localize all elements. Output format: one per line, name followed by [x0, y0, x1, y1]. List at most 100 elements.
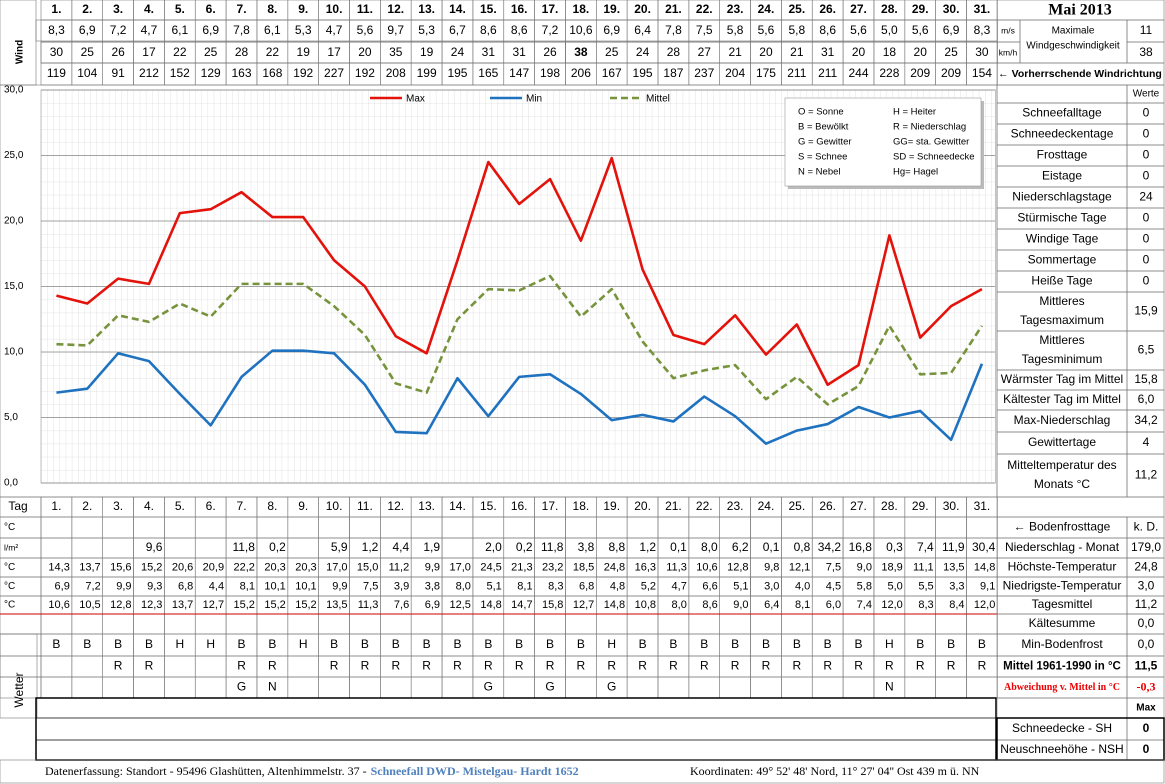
wind-ms: 7,8: [233, 23, 250, 37]
day-number: 31.: [974, 499, 991, 513]
precipitation: 3,8: [578, 540, 595, 554]
wind-kmh: 27: [698, 45, 712, 59]
day-number: 3.: [113, 499, 123, 513]
footer-source: Datenerfassung: Standort - 95496 Glashüt…: [45, 764, 367, 778]
day-number: 29.: [912, 499, 929, 513]
temperature-cell: 7,5: [826, 561, 841, 573]
day-number: 11.: [357, 499, 373, 513]
temperature-cell: 8,3: [548, 580, 563, 592]
wind-kmh: 38: [574, 45, 588, 59]
day-number: 10.: [326, 2, 343, 16]
temperature-cell: 6,4: [764, 599, 779, 611]
weather-code: R: [731, 659, 740, 673]
temperature-cell: 5,0: [888, 580, 903, 592]
summary-label: Mittel 1961-1990 in °C: [1003, 661, 1121, 673]
temperature-cell: 10,1: [295, 580, 316, 592]
unit-label: °C: [4, 581, 15, 592]
wind-ms: 5,6: [357, 23, 374, 37]
stats-label: Heiße Tage: [1031, 274, 1092, 288]
day-number: 3.: [113, 2, 123, 16]
temperature-cell: 6,0: [826, 599, 841, 611]
y-tick-label: 10,0: [4, 347, 24, 358]
weather-code: G: [545, 680, 554, 694]
day-number: 17.: [542, 499, 559, 513]
stats-label: Max-Niederschlag: [1014, 413, 1111, 427]
weather-code: H: [206, 637, 215, 651]
temperature-cell: 17,0: [449, 561, 470, 573]
day-number: 6.: [206, 499, 216, 513]
stats-label: Tagesmaximum: [1020, 313, 1104, 327]
stats-value: 0: [1143, 274, 1150, 288]
temperature-cell: 18,9: [881, 561, 902, 573]
wind-direction: 244: [849, 66, 869, 80]
weather-code: R: [947, 659, 956, 673]
symbol-legend-entry: Hg= Hagel: [893, 167, 938, 178]
wind-kmh: 26: [111, 45, 125, 59]
wind-ms: 5,6: [850, 23, 867, 37]
wind-kmh: 31: [821, 45, 835, 59]
day-number: 21.: [665, 2, 682, 16]
day-number: 13.: [418, 2, 435, 16]
stats-value: 4: [1143, 435, 1150, 449]
weather-code: R: [700, 659, 709, 673]
weather-code: B: [824, 637, 832, 651]
day-number: 2.: [82, 2, 92, 16]
wind-ms: 7,8: [665, 23, 682, 37]
weather-code: R: [978, 659, 987, 673]
wind-direction: 152: [170, 66, 190, 80]
wind-direction: 167: [602, 66, 622, 80]
weather-code: R: [361, 659, 370, 673]
cell: [750, 576, 782, 597]
weather-code: B: [145, 637, 153, 651]
wind-ms: 8,3: [48, 23, 65, 37]
day-number: 21.: [665, 499, 682, 513]
weather-code: R: [762, 659, 771, 673]
y-tick-label: 20,0: [4, 216, 24, 227]
wind-label: Wind: [15, 40, 26, 64]
stats-value: 15,8: [1134, 372, 1158, 386]
weather-code: R: [422, 659, 431, 673]
day-number: 22.: [696, 2, 713, 16]
weather-code: B: [700, 637, 708, 651]
wind-direction: 209: [910, 66, 930, 80]
symbol-legend-entry: S = Schnee: [798, 152, 847, 163]
summary-value: 24,8: [1134, 560, 1158, 574]
stats-label: Kältester Tag im Mittel: [1003, 392, 1121, 406]
wind-ms: 6,1: [171, 23, 188, 37]
temperature-cell: 12,0: [881, 599, 902, 611]
day-number: 14.: [449, 499, 466, 513]
temperature-cell: 12,0: [974, 599, 995, 611]
weather-code: R: [145, 659, 154, 673]
temperature-cell: 8,6: [702, 599, 717, 611]
day-number: 8.: [267, 2, 277, 16]
max-wind-label: Windgeschwindigkeit: [1026, 41, 1120, 52]
summary-value: -0,3: [1137, 679, 1156, 693]
wind-ms: 5,6: [912, 23, 929, 37]
temperature-cell: 12,7: [203, 599, 224, 611]
wind-kmh: 30: [50, 45, 64, 59]
summary-value: Max: [1136, 703, 1156, 714]
temperature-cell: 24,8: [604, 561, 625, 573]
wind-ms: 6,7: [449, 23, 466, 37]
day-number: 26.: [819, 499, 836, 513]
stats-label: Mittleres: [1039, 333, 1084, 347]
stats-label: Sommertage: [1028, 253, 1097, 267]
wind-ms: 4,7: [141, 23, 158, 37]
summary-value: 3,0: [1138, 579, 1155, 593]
wind-kmh: 18: [883, 45, 897, 59]
legend-label: Max: [406, 94, 425, 105]
stats-value: 0: [1143, 232, 1150, 246]
precipitation: 0,8: [794, 540, 811, 554]
temperature-cell: 14,7: [511, 599, 532, 611]
day-number: 23.: [727, 499, 744, 513]
symbol-legend-entry: GG= sta. Gewitter: [893, 137, 969, 148]
stats-header: Werte: [1133, 89, 1160, 100]
temperature-cell: 15,2: [141, 561, 162, 573]
weather-code: B: [83, 637, 91, 651]
series-line: [56, 349, 984, 445]
temperature-cell: 13,5: [326, 599, 347, 611]
day-number: 24.: [758, 2, 775, 16]
day-number: 11.: [357, 2, 373, 16]
wind-ms: 7,2: [542, 23, 559, 37]
wind-ms: 5,3: [418, 23, 435, 37]
